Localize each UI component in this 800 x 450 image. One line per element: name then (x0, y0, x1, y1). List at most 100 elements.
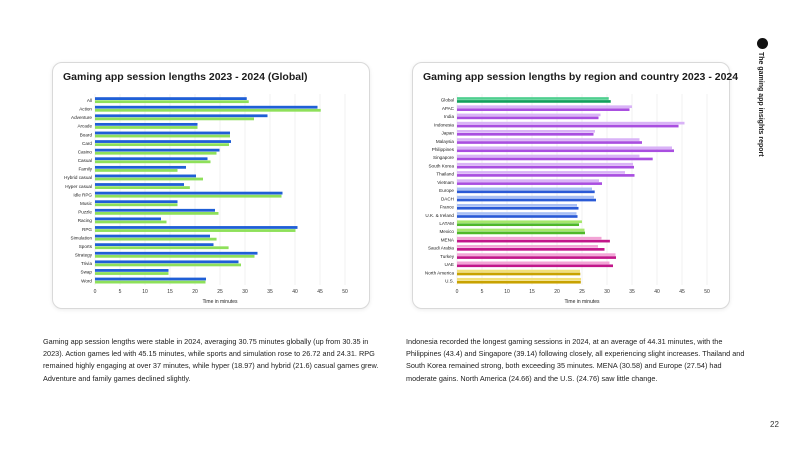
bar-2023 (457, 187, 592, 191)
bar-2024 (95, 177, 203, 181)
region-summary-text: Indonesia recorded the longest gaming se… (406, 337, 745, 383)
x-tick-label: 20 (554, 289, 560, 295)
x-tick-label: 15 (529, 289, 535, 295)
bar-2024 (457, 116, 599, 120)
bar-2023 (457, 121, 685, 125)
bar-2023 (95, 148, 220, 152)
bar-2023 (95, 105, 318, 109)
category-label: Adventure (71, 115, 92, 120)
report-side-title: The gaming app insights report (757, 38, 769, 188)
bar-2024 (457, 215, 578, 218)
category-label: MENA (441, 237, 455, 242)
bar-2024 (457, 124, 679, 128)
category-label: Global (441, 98, 454, 103)
bar-2024 (457, 280, 581, 284)
bar-2024 (95, 220, 167, 224)
bar-2024 (457, 174, 635, 177)
category-label: Casino (78, 149, 93, 154)
bar-2023 (457, 220, 582, 224)
x-tick-label: 15 (167, 289, 173, 295)
bar-2023 (95, 157, 208, 161)
bar-2023 (95, 217, 161, 221)
bar-2023 (457, 97, 609, 100)
category-label: U.K. & Ireland (425, 213, 454, 218)
bar-2023 (95, 191, 283, 195)
category-label: Turkey (440, 254, 455, 259)
bar-2024 (457, 223, 579, 227)
bar-2024 (457, 165, 634, 169)
category-label: Sports (79, 244, 93, 249)
category-label: Card (82, 141, 92, 146)
global-session-chart: 0 5 10 15 20 25 30 35 40 45 50 All Action Adventure Ar… (64, 94, 348, 305)
bar-2024 (457, 141, 642, 144)
x-tick-label: 50 (704, 289, 710, 295)
bar-2023 (457, 105, 632, 109)
x-tick-label: 30 (242, 289, 248, 295)
category-label: Hyper casual (65, 184, 92, 189)
bar-2023 (95, 260, 239, 264)
x-tick-label: 10 (504, 289, 510, 295)
bar-2023 (457, 130, 595, 133)
bar-2024 (95, 280, 206, 284)
category-label: Family (78, 167, 92, 172)
x-tick-label: 30 (604, 289, 610, 295)
bar-2023 (457, 154, 640, 158)
category-label: South Korea (428, 163, 454, 168)
category-label: Malaysia (436, 139, 455, 144)
bar-2024 (95, 246, 229, 250)
bar-2024 (95, 100, 249, 104)
bar-2023 (457, 253, 616, 256)
global-chart-title: Gaming app session lengths 2023 - 2024 (… (63, 71, 308, 83)
global-summary-text: Gaming app session lengths were stable i… (43, 337, 379, 383)
bar-2023 (457, 228, 585, 232)
category-label: India (444, 114, 454, 119)
x-tick-label: 45 (679, 289, 685, 295)
bar-2023 (95, 131, 230, 135)
bar-2023 (457, 212, 577, 215)
bar-2024 (457, 157, 653, 161)
bar-2023 (457, 261, 610, 265)
x-tick-label: 35 (629, 289, 635, 295)
category-label: France (440, 205, 455, 210)
bar-2023 (95, 97, 247, 100)
bar-2023 (457, 113, 601, 117)
x-tick-label: 40 (654, 289, 660, 295)
region-chart-title: Gaming app session lengths by region and… (423, 71, 739, 83)
bar-2024 (95, 254, 255, 258)
category-label: Puzzle (78, 210, 92, 215)
category-label: Trivia (81, 261, 93, 266)
category-label: All (87, 98, 92, 103)
bar-2023 (457, 203, 577, 207)
bar-2023 (95, 269, 169, 272)
report-logo-icon (757, 38, 768, 49)
bar-2024 (457, 206, 579, 210)
category-label: Swap (81, 270, 93, 275)
category-label: Strategy (75, 253, 93, 258)
bar-2023 (95, 277, 206, 281)
category-label: U.S. (445, 278, 454, 283)
bar-2024 (95, 169, 178, 172)
category-label: Mexico (439, 229, 454, 234)
x-tick-label: 50 (342, 289, 348, 295)
bar-2024 (95, 117, 254, 121)
category-label: Board (80, 132, 93, 137)
x-tick-label: 45 (317, 289, 323, 295)
x-tick-label: 25 (217, 289, 223, 295)
bar-2023 (95, 140, 231, 143)
category-label: Word (81, 278, 92, 283)
bar-2024 (95, 143, 229, 147)
bar-2023 (95, 251, 258, 255)
category-label: Saudi Arabia (428, 246, 454, 251)
category-label: Philippines (432, 147, 455, 152)
bar-2023 (95, 122, 198, 126)
bar-2023 (457, 146, 672, 150)
category-label: Indonesia (434, 122, 454, 127)
bar-2024 (95, 134, 230, 138)
x-tick-label: 5 (481, 289, 484, 295)
category-label: Japan (441, 131, 454, 136)
bar-2023 (95, 183, 184, 186)
bar-2023 (95, 243, 214, 247)
category-label: Simulation (71, 235, 93, 240)
x-axis-title: Time in minutes (564, 299, 600, 305)
bar-2024 (95, 272, 169, 275)
